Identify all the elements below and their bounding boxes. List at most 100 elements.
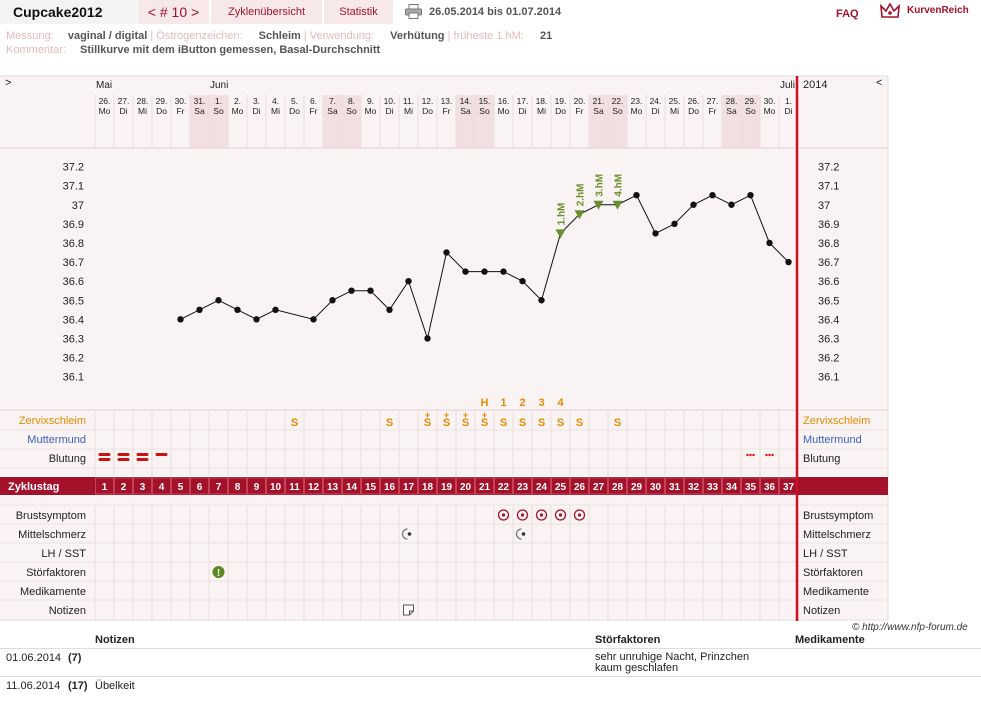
cycle-day-number: 19 (441, 482, 453, 493)
weekend-shade (209, 95, 228, 148)
temperature-point (310, 316, 317, 323)
day-date-label: 17. (517, 96, 529, 106)
zervix-label: Zervixschleim (19, 415, 86, 427)
day-date-label: 30. (175, 96, 187, 106)
y-tick-label-left: 36.4 (63, 314, 84, 326)
nav-prev-button[interactable]: > (5, 77, 11, 89)
temperature-point (329, 297, 336, 304)
peak-count-label: 4 (557, 397, 564, 409)
blutung-label: Blutung (49, 453, 86, 465)
cycle-number-nav[interactable]: < # 10 > (138, 0, 209, 24)
day-date-label: 18. (536, 96, 548, 106)
bleeding-spot-mark (768, 453, 771, 457)
temperature-point (405, 277, 412, 285)
day-date-label: 13. (441, 96, 453, 106)
cycle-day-number: 27 (593, 482, 605, 493)
day-weekday-label: Mo (232, 106, 244, 116)
y-tick-label-right: 36.5 (818, 295, 839, 307)
brustsymptom-label-right: Brustsymptom (803, 510, 873, 522)
brand-name[interactable]: KurvenReich (907, 5, 969, 16)
verwendung-value: Verhütung (390, 30, 445, 42)
tab-statistics[interactable]: Statistik (324, 0, 393, 24)
printer-icon[interactable] (405, 4, 422, 19)
day-date-label: 7. (329, 96, 336, 106)
day-date-label: 9. (367, 96, 374, 106)
day-date-label: 16. (498, 96, 510, 106)
day-date-label: 5. (291, 96, 298, 106)
cycle-day-cell (475, 477, 494, 495)
breast-symptom-icon (535, 509, 548, 521)
temperature-point (728, 201, 735, 208)
day-weekday-label: Do (289, 106, 300, 116)
y-tick-label-right: 36.4 (818, 314, 839, 326)
midpain-icon (401, 528, 408, 540)
bleeding-heavy-mark (136, 458, 149, 461)
cycle-day-cell (418, 477, 437, 495)
stoerfaktoren-label: Störfaktoren (26, 567, 86, 579)
day-date-label: 10. (384, 96, 396, 106)
day-weekday-label: So (745, 106, 756, 116)
breast-symptom-icon (520, 513, 525, 517)
cycle-day-cell (684, 477, 703, 495)
cycle-day-cell (703, 477, 722, 495)
crown-logo-icon[interactable] (880, 2, 900, 20)
temperature-point (272, 306, 279, 313)
cycle-day-number: 24 (536, 482, 548, 493)
higher-measurement-label: 4.hM (614, 174, 625, 197)
day-date-label: 27. (118, 96, 130, 106)
y-tick-label-left: 37.1 (63, 181, 84, 193)
cycle-day-cell (646, 477, 665, 495)
tab-cycle-overview[interactable]: Zyklenübersicht (211, 0, 322, 24)
lh-sst-label-right: LH / SST (803, 548, 848, 560)
day-weekday-label: Mi (138, 106, 147, 116)
day-weekday-label: So (612, 106, 623, 116)
zervix-symbol: S (538, 417, 545, 429)
day-weekday-label: So (346, 106, 357, 116)
cycle-day-cell (437, 477, 456, 495)
faq-link[interactable]: FAQ (836, 8, 859, 20)
notizen-label: Notizen (49, 605, 86, 617)
nav-next-button[interactable]: < (876, 77, 882, 89)
bleeding-spot-mark (746, 453, 749, 457)
bleeding-spot-mark (749, 453, 752, 457)
comment-line: Kommentar: Stillkurve mit dem iButton ge… (6, 44, 380, 56)
cycle-day-number: 8 (235, 482, 241, 493)
zervix-symbol: S (443, 417, 450, 429)
peak-count-label: 3 (538, 397, 544, 409)
day-weekday-label: Sa (726, 106, 737, 116)
cycle-day-cell (589, 477, 608, 495)
day-date-label: 28. (137, 96, 149, 106)
cycle-day-number: 1 (102, 482, 108, 493)
cycle-day-number: 16 (384, 482, 396, 493)
day-date-label: 14. (460, 96, 472, 106)
mittelschmerz-label-right: Mittelschmerz (803, 529, 871, 541)
y-tick-label-left: 36.3 (63, 333, 84, 345)
cycle-day-cell (285, 477, 304, 495)
notes-header-medikamente: Medikamente (795, 634, 865, 646)
month-label: Juni (210, 80, 228, 91)
day-date-label: 2. (234, 96, 241, 106)
top-bar: Cupcake2012 < # 10 > Zyklenübersicht Sta… (0, 0, 981, 26)
cycle-day-cell (570, 477, 589, 495)
note-date: 11.06.2014 (6, 680, 61, 692)
day-weekday-label: Mo (365, 106, 377, 116)
day-weekday-label: Fr (708, 106, 716, 116)
notizen-label-right: Notizen (803, 605, 840, 617)
day-weekday-label: Mo (99, 106, 111, 116)
y-tick-label-right: 37 (818, 200, 830, 212)
day-date-label: 12. (422, 96, 434, 106)
zervix-symbol: S (557, 417, 564, 429)
day-date-label: 27. (707, 96, 719, 106)
cycle-day-cell (665, 477, 684, 495)
notes-header-notizen: Notizen (95, 634, 135, 646)
y-tick-label-left: 36.2 (63, 353, 84, 365)
higher-measurement-label: 2.hM (576, 184, 587, 207)
zervix-symbol: S (424, 417, 431, 429)
cycle-day-number: 36 (764, 482, 776, 493)
y-tick-label-right: 36.2 (818, 353, 839, 365)
higher-measurement-marker (555, 229, 566, 239)
higher-measurement-marker (593, 200, 604, 210)
cycle-day-number: 35 (745, 482, 757, 493)
cycle-day-number: 7 (216, 482, 222, 493)
breast-symptom-icon (577, 513, 582, 517)
